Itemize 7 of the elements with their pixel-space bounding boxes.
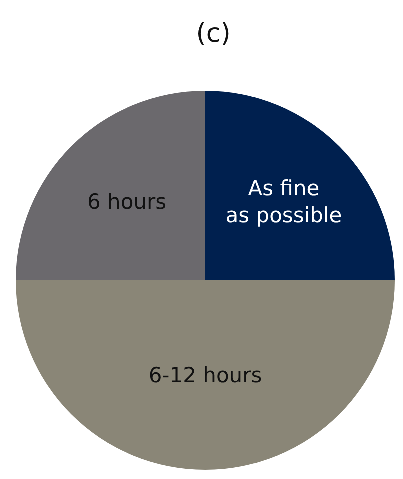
pie-slice xyxy=(16,91,206,280)
pie-slice xyxy=(16,280,395,470)
slice-label: 6 hours xyxy=(87,190,167,214)
chart-title: (c) xyxy=(196,19,231,50)
pie-slice xyxy=(206,91,395,280)
slice-label: 6-12 hours xyxy=(148,363,262,388)
slice-label: As fine as possible xyxy=(226,176,342,228)
